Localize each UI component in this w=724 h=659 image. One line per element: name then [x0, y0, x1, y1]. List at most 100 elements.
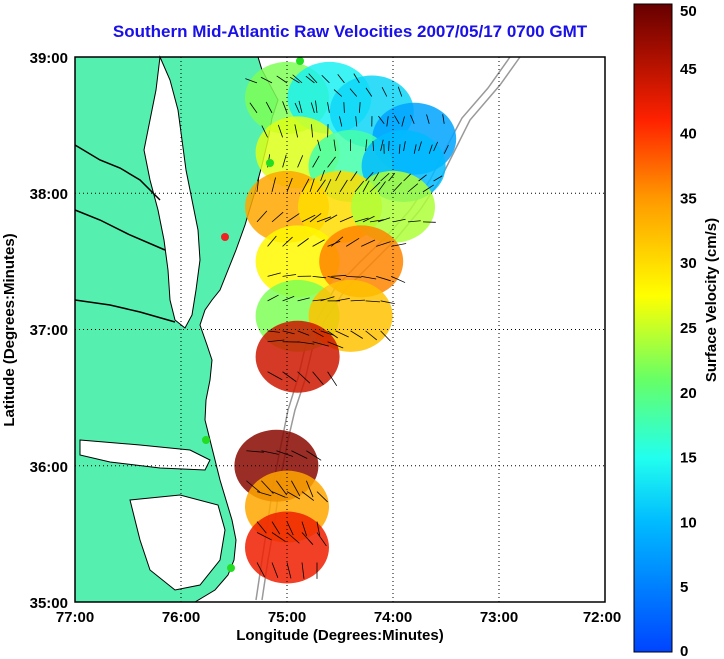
velocity-arrow [261, 480, 274, 494]
velocity-arrow [335, 330, 349, 338]
velocity-arrow [291, 450, 308, 459]
velocity-arrow [376, 275, 391, 282]
velocity-arrow [297, 297, 310, 302]
velocity-arrow [433, 141, 439, 152]
x-tick-labels: 77:00 76:00 75:00 74:00 73:00 72:00 [56, 609, 621, 626]
plot-frame [74, 56, 606, 603]
velocity-arrow [398, 144, 401, 154]
velocity-arrow [297, 330, 310, 336]
colorbar-tick-label: 35 [680, 190, 697, 207]
velocity-arrow [256, 210, 268, 223]
river-rappahannock [74, 209, 166, 251]
velocity-arrow [256, 177, 260, 192]
velocity-arrow [316, 179, 326, 193]
y-tick-label: 37:00 [30, 322, 68, 339]
velocity-arrow [312, 341, 329, 347]
velocity-arrow [282, 274, 297, 277]
y-tick-label: 39:00 [30, 50, 68, 67]
velocity-arrow [377, 181, 386, 193]
velocity-arrow [297, 371, 311, 384]
velocity-arrow [246, 450, 264, 453]
velocity-arrow [249, 102, 258, 114]
velocity-arrow [316, 216, 332, 223]
velocity-arrow [256, 521, 267, 534]
velocity-arrow [256, 491, 272, 497]
x-tick-label: 72:00 [583, 609, 621, 626]
velocity-arrow [330, 236, 344, 247]
velocity-arrow [361, 239, 376, 247]
velocity-arrow [267, 339, 285, 343]
velocity-arrow [369, 219, 384, 223]
velocity-arrow [426, 114, 430, 124]
velocity-arrow [289, 76, 300, 84]
velocity-arrow [311, 124, 313, 138]
velocity-arrow [271, 562, 279, 578]
y-tick-label: 38:00 [30, 186, 68, 203]
velocity-arrow [265, 101, 273, 114]
velocity-arrow [418, 141, 422, 152]
velocity-arrow [256, 532, 272, 541]
velocity-arrow [392, 182, 403, 193]
velocity-arrow [403, 173, 411, 182]
colorbar-tick-label: 25 [680, 320, 697, 337]
velocity-arrow [297, 155, 304, 168]
velocity-arrow [282, 101, 288, 114]
velocity-arrow [282, 371, 297, 382]
albemarle-sound [79, 439, 211, 471]
station-marker-red [221, 233, 229, 241]
velocity-arrow [391, 276, 406, 283]
velocity-arrow [343, 102, 345, 113]
velocity-arrow [286, 491, 301, 500]
velocity-arrow [362, 180, 370, 193]
grid-lines [75, 57, 605, 602]
velocity-arrow [261, 450, 279, 455]
velocity-arrow [297, 238, 309, 247]
velocity-arrow [282, 330, 295, 335]
velocity-cell [245, 511, 329, 584]
velocity-arrow [312, 371, 324, 385]
velocity-arrow [380, 300, 395, 305]
velocity-arrow [327, 371, 338, 387]
colorbar [633, 3, 673, 653]
velocity-arrow [256, 562, 266, 578]
velocity-arrow [320, 296, 335, 302]
y-axis-label: Latitude (Degrees:Minutes) [1, 233, 18, 426]
velocity-arrow [331, 274, 347, 277]
velocity-arrow [315, 100, 318, 113]
velocity-arrow [312, 298, 325, 302]
station-marker [266, 159, 274, 167]
velocity-arrow [388, 140, 390, 152]
pamlico-sound [129, 494, 226, 591]
colorbar-tick-label: 20 [680, 385, 697, 402]
colorbar-tick-label: 0 [680, 643, 688, 659]
velocity-arrow [301, 491, 315, 501]
velocity-arrow [349, 88, 358, 97]
velocity-arrow [327, 275, 341, 280]
velocity-arrow [418, 174, 427, 182]
velocity-arrow [381, 87, 388, 97]
y-tick-label: 36:00 [30, 459, 68, 476]
velocity-arrow [312, 330, 324, 338]
velocity-arrow [380, 139, 384, 152]
velocity-arrow [308, 73, 318, 84]
velocity-arrow [410, 114, 415, 124]
velocity-arrow [333, 89, 343, 97]
velocity-arrow [380, 172, 390, 182]
colorbar-label: Surface Velocity (cm/s) [703, 218, 720, 382]
velocity-arrow [350, 299, 366, 302]
velocity-arrow [378, 115, 385, 124]
velocity-arrow [245, 78, 258, 84]
colorbar-tick-label: 15 [680, 450, 697, 467]
velocity-arrow [301, 521, 307, 536]
velocity-arrow [327, 341, 344, 349]
map-title: Southern Mid-Atlantic Raw Velocities 200… [112, 22, 588, 41]
colorbar-tick-label: 10 [680, 514, 697, 531]
velocity-arrow [271, 521, 281, 535]
velocity-arrow [443, 144, 449, 154]
velocity-arrow [267, 371, 283, 381]
velocity-arrow [413, 144, 417, 154]
velocity-arrow [276, 75, 288, 84]
velocity-arrow [286, 562, 292, 579]
velocity-arrow [354, 180, 365, 193]
velocity-arrow [324, 179, 332, 193]
